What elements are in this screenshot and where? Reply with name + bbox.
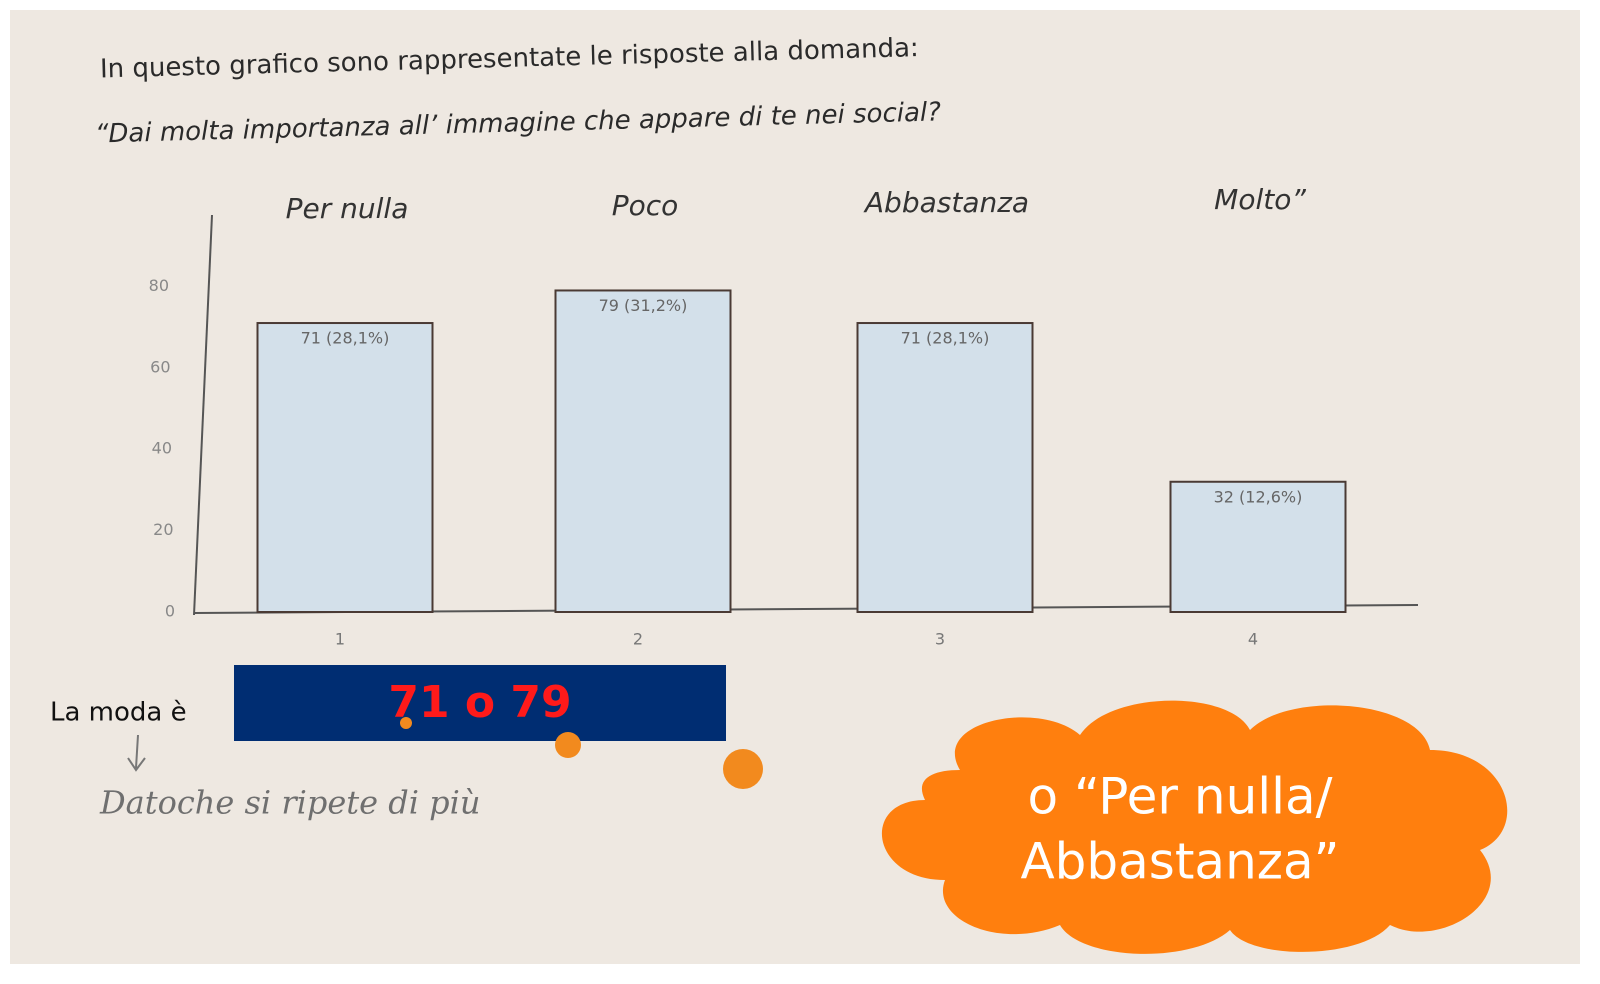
y-tick-label: 0 — [165, 602, 175, 621]
x-tick-label: 2 — [633, 630, 643, 649]
bar — [1169, 480, 1347, 614]
callout-line: o “Per nulla/ — [1027, 768, 1332, 826]
category-label: Poco — [612, 189, 679, 222]
chart: 0 20 40 60 80 71 (28,1%) 1 Per nulla 79 (31,2%) 2… — [149, 183, 1347, 649]
value-label: 71 (28,1%) — [901, 329, 990, 348]
answer-box — [234, 665, 726, 741]
dot — [400, 717, 412, 729]
category-label: Molto” — [1214, 183, 1306, 216]
value-label: 32 (12,6%) — [1214, 487, 1303, 506]
value-label: 79 (31,2%) — [599, 296, 688, 315]
category-label: Abbastanza — [863, 186, 1029, 219]
bar — [856, 322, 1034, 613]
dot — [723, 749, 763, 789]
arrow — [127, 734, 146, 772]
y-tick-label: 80 — [149, 276, 169, 295]
y-tick-label: 40 — [152, 439, 172, 458]
dot — [555, 732, 581, 758]
bar — [554, 289, 732, 613]
value-label: 71 (28,1%) — [301, 329, 390, 348]
mode-label: La moda è — [50, 698, 187, 728]
y-tick-label: 60 — [150, 357, 170, 376]
x-tick-label: 3 — [935, 630, 945, 649]
bar — [256, 322, 434, 613]
callout-cloud — [881, 700, 1508, 954]
callout-line: Abbastanza” — [1020, 833, 1339, 891]
category-label: Per nulla — [286, 192, 409, 225]
y-tick-label: 20 — [153, 520, 173, 539]
x-tick-label: 4 — [1248, 630, 1258, 649]
handwritten-note: Datoche si ripete di più — [99, 784, 480, 822]
x-tick-label: 1 — [335, 630, 345, 649]
y-axis — [193, 214, 213, 616]
mode-answer: 71 o 79 — [388, 677, 571, 728]
